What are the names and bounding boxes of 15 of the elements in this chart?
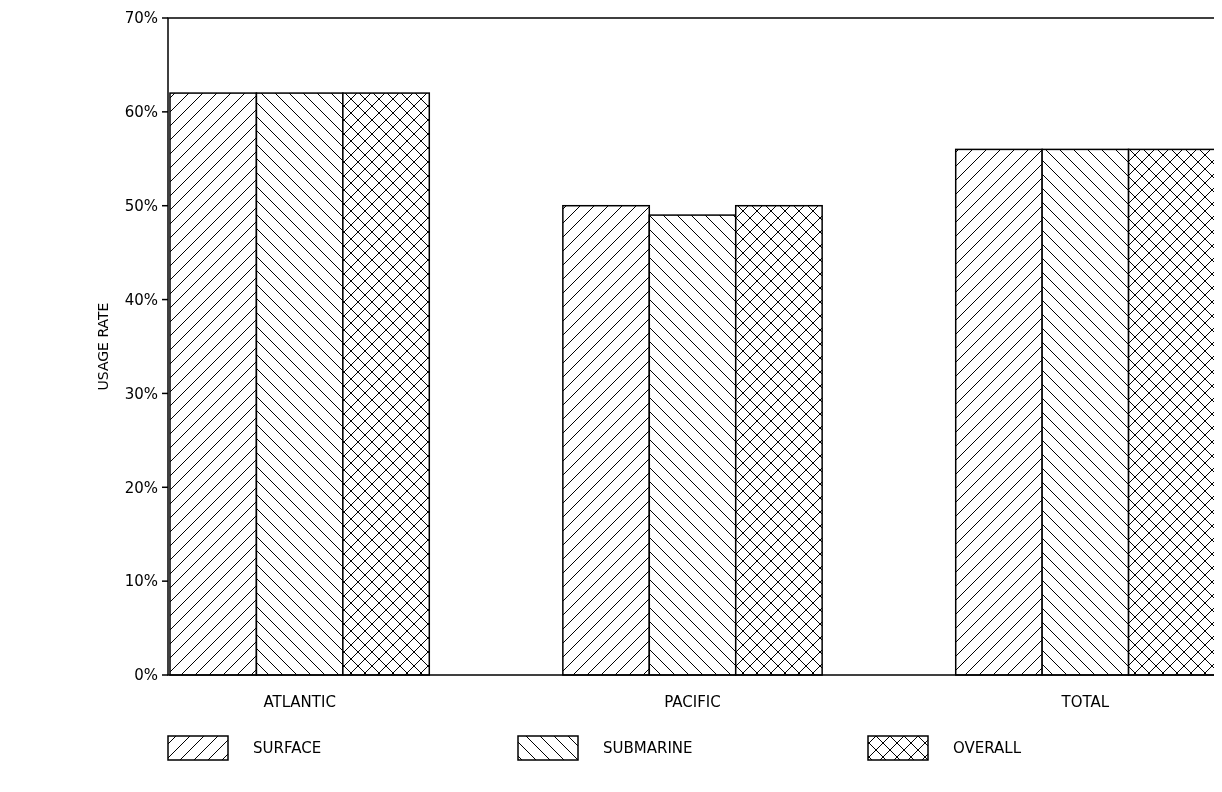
- y-tick-label: 70%: [124, 9, 158, 28]
- y-tick-label: 60%: [124, 103, 158, 122]
- legend-label: SUBMARINE: [603, 739, 693, 758]
- x-tick-label: TOTAL: [1060, 693, 1110, 711]
- x-tick-label: PACIFIC: [664, 693, 721, 711]
- y-tick-label: 0%: [134, 666, 158, 685]
- y-tick-label: 10%: [124, 572, 158, 591]
- y-tick-label: 40%: [124, 290, 158, 309]
- legend-label: OVERALL: [953, 739, 1022, 758]
- y-axis-title: USAGE RATE: [95, 302, 111, 391]
- legend-label: SURFACE: [253, 739, 322, 758]
- y-tick-label: 20%: [124, 478, 158, 497]
- y-tick-label: 50%: [124, 196, 158, 215]
- x-tick-label: ATLANTIC: [263, 693, 336, 711]
- y-tick-label: 30%: [124, 384, 158, 403]
